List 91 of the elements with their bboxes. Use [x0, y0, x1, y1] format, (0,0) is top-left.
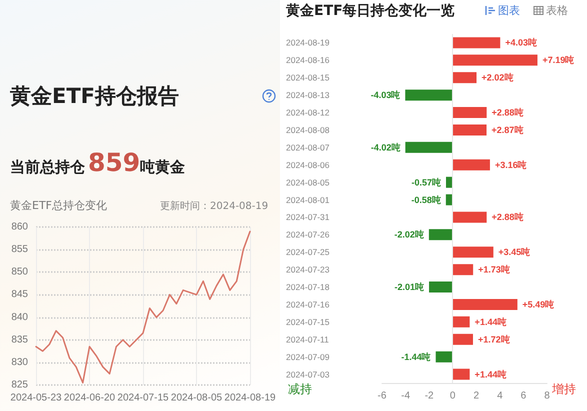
bar: [436, 351, 453, 362]
data-label: +3.45吨: [498, 247, 530, 258]
y-tick-label: 2024-07-25: [286, 247, 330, 258]
y-tick-label: 2024-07-03: [286, 369, 330, 380]
data-label: -0.58吨: [411, 194, 441, 205]
data-label: +7.19吨: [542, 55, 574, 66]
text: 黄金ETF总持仓变化: [10, 198, 107, 213]
bar: [452, 246, 494, 258]
text: 减持: [288, 381, 312, 398]
data-label: -2.01吨: [394, 282, 424, 292]
y-tick-label: 2024-07-15: [286, 316, 330, 327]
text: 增持: [552, 381, 576, 398]
line-series: [35, 230, 251, 384]
data-label: +4.03吨: [505, 38, 537, 48]
chart-title: 黄金ETF每日持仓变化一览: [286, 2, 455, 20]
y-tick-label: 2024-08-13: [286, 90, 330, 100]
data-label: -1.44吨: [401, 352, 431, 362]
x-tick-label: 2024-08-19: [224, 392, 276, 404]
y-tick-label: 2024-08-12: [286, 108, 330, 118]
y-tick-label: 2024-07-26: [286, 230, 330, 240]
y-tick-label: 860: [11, 222, 28, 232]
y-tick-label: 2024-08-19: [286, 38, 330, 48]
text: 图表: [498, 3, 520, 18]
x-tick-label: 2024-06-20: [64, 392, 116, 404]
text: 吨黄金: [140, 158, 185, 177]
x-tick-label: -4: [401, 390, 410, 402]
data-label: -4.03吨: [370, 90, 400, 100]
y-tick-label: 2024-08-07: [286, 142, 330, 152]
bar: [452, 334, 473, 345]
x-tick-label: 8: [544, 390, 550, 402]
bar: [429, 282, 453, 293]
data-label: +3.16吨: [494, 160, 527, 170]
x-tick-label: 6: [520, 390, 527, 402]
y-tick-label: 2024-07-31: [286, 212, 330, 222]
y-tick-label: 2024-08-16: [286, 55, 330, 66]
y-tick-label: 855: [11, 244, 28, 256]
y-tick-label: 2024-08-05: [286, 177, 330, 188]
data-label: +5.49吨: [522, 299, 554, 310]
bar: [452, 212, 487, 223]
text: 更新时间：2024-08-19: [160, 200, 268, 213]
data-label: -0.57吨: [411, 177, 441, 188]
text: 表格: [546, 3, 568, 18]
y-tick-label: 2024-08-06: [286, 160, 330, 170]
data-label: +1.72吨: [478, 334, 510, 344]
y-tick-label: 2024-07-23: [286, 264, 330, 275]
bar: [452, 298, 518, 310]
y-tick-label: 825: [11, 380, 28, 390]
x-tick-label: 2024-07-15: [117, 392, 170, 404]
y-tick-label: 2024-07-18: [286, 282, 330, 292]
y-tick-label: 2024-07-16: [286, 299, 330, 310]
bar: [452, 264, 474, 276]
text: 859: [88, 148, 140, 177]
bar: [452, 72, 477, 84]
x-tick-label: 4: [497, 390, 504, 402]
y-tick-label: 2024-08-01: [286, 194, 330, 205]
bar: [452, 368, 470, 380]
y-tick-label: 830: [11, 356, 28, 368]
data-label: +1.44吨: [474, 369, 506, 380]
y-tick-label: 845: [11, 289, 28, 300]
bar: [452, 316, 470, 328]
y-tick-label: 2024-08-08: [286, 124, 330, 135]
bar: [405, 142, 453, 153]
x-tick-label: 2024-05-23: [10, 392, 62, 404]
data-label: +2.02吨: [482, 72, 514, 83]
y-tick-label: 2024-07-11: [286, 334, 330, 344]
data-label: +1.73吨: [478, 264, 510, 275]
y-tick-label: 835: [11, 334, 28, 346]
chart-title: 黄金ETF持仓报告: [10, 83, 180, 110]
y-tick-label: 2024-08-15: [286, 72, 330, 83]
x-tick-label: -6: [378, 390, 387, 402]
bar: [452, 124, 487, 136]
x-tick-label: 2024-08-05: [170, 392, 223, 404]
data-label: +1.44吨: [474, 316, 506, 327]
bar: [428, 229, 453, 240]
x-tick-label: 2: [474, 390, 480, 402]
x-tick-label: -2: [424, 390, 434, 402]
data-label: -2.02吨: [394, 230, 424, 240]
text: 当前总持仓: [10, 158, 85, 177]
bar: [405, 90, 453, 101]
data-label: +2.87吨: [492, 124, 524, 135]
y-tick-label: 2024-07-09: [286, 352, 330, 362]
y-tick-label: 850: [11, 266, 28, 278]
bar: [452, 159, 490, 170]
x-tick-label: 0: [450, 390, 456, 402]
data-label: -4.02吨: [370, 142, 400, 152]
data-label: +2.88吨: [492, 108, 524, 118]
y-tick-label: 840: [11, 312, 28, 323]
bar: [452, 37, 500, 48]
bar: [452, 107, 487, 118]
bar: [452, 54, 538, 66]
data-label: +2.88吨: [492, 212, 524, 222]
